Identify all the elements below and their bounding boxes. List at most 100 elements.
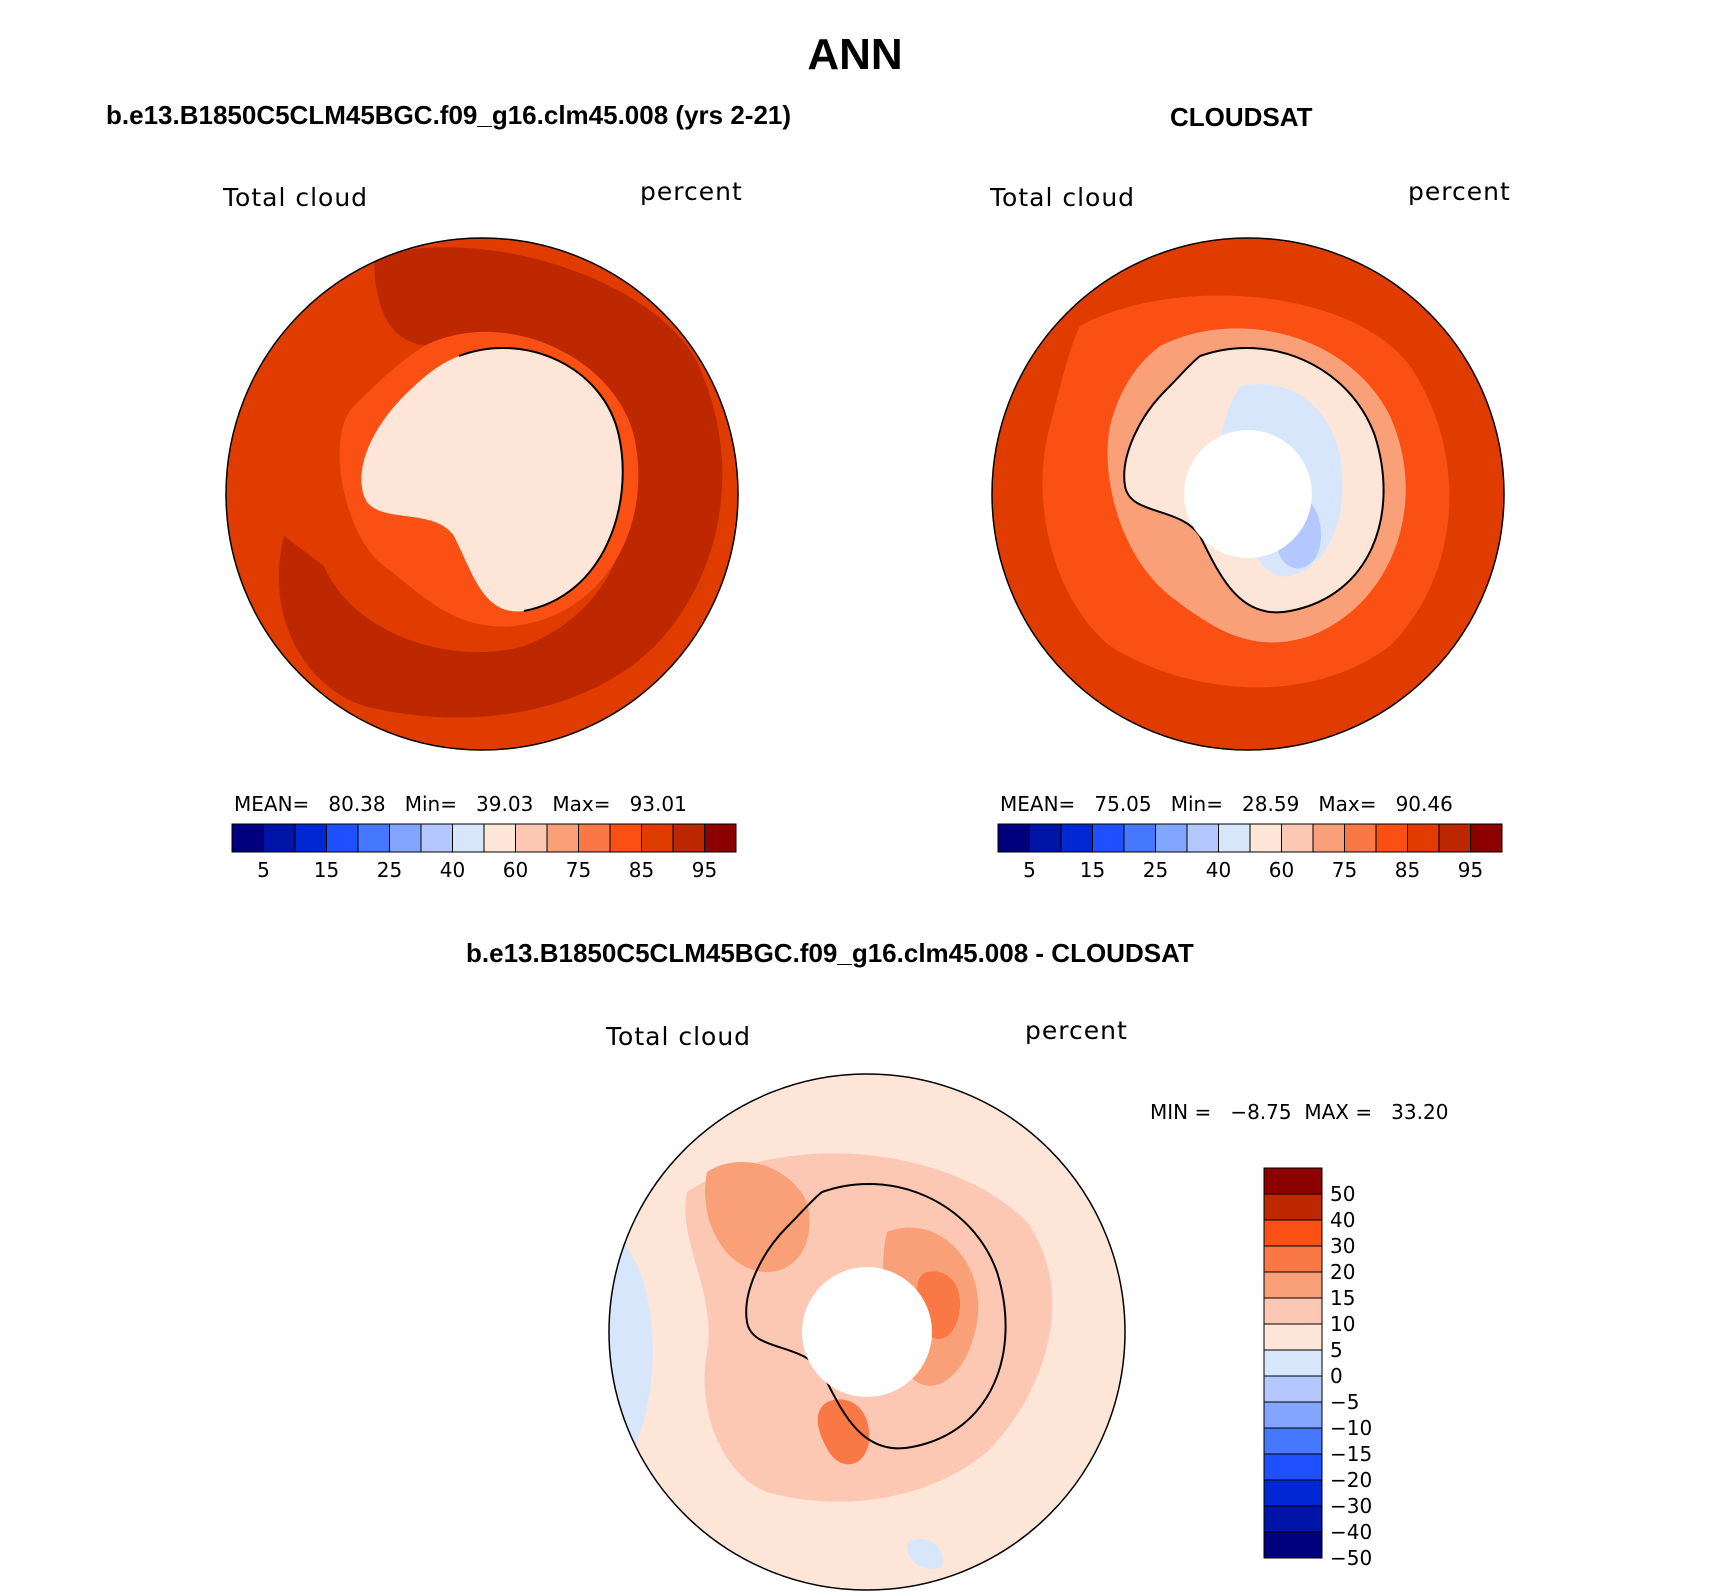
bottom-colorbar-swatch (1263, 1271, 1323, 1299)
right-min-value: 28.59 (1242, 792, 1300, 816)
right-colorbar-swatch (1249, 823, 1282, 853)
left-map-coastline (458, 347, 624, 612)
bottom-colorbar-swatch (1263, 1219, 1323, 1247)
bottom-panel-title: b.e13.B1850C5CLM45BGC.f09_g16.clm45.008 … (466, 938, 1194, 968)
left-colorbar-swatch (483, 823, 516, 853)
left-colorbar-swatch (389, 823, 422, 853)
right-colorbar-tick-label: 60 (1268, 858, 1295, 882)
bottom-colorbar-tick-label: −15 (1330, 1442, 1373, 1466)
right-colorbar-tick-label: 25 (1142, 858, 1169, 882)
right-mean-value: 75.05 (1094, 792, 1152, 816)
left-units-label: percent (640, 177, 743, 206)
left-colorbar-swatch (641, 823, 674, 853)
right-colorbar-tick-label: 95 (1457, 858, 1484, 882)
right-colorbar-swatch (1218, 823, 1251, 853)
bottom-units-label: percent (1025, 1016, 1128, 1045)
bottom-colorbar-swatch (1263, 1531, 1323, 1559)
bottom-colorbar-swatch (1263, 1349, 1323, 1377)
left-colorbar-swatch (578, 823, 611, 853)
bottom-stats: MIN = −8.75 MAX = 33.20 (1150, 1100, 1448, 1124)
left-mean-label: MEAN= (234, 792, 310, 816)
right-max-value: 90.46 (1395, 792, 1453, 816)
bottom-colorbar-tick-label: 0 (1330, 1364, 1343, 1388)
bottom-colorbar-tick-label: 10 (1330, 1312, 1356, 1336)
bottom-variable-label: Total cloud (606, 1022, 752, 1051)
left-min-value: 39.03 (476, 792, 534, 816)
bottom-colorbar-swatch (1263, 1453, 1323, 1481)
left-colorbar-swatch (263, 823, 296, 853)
bottom-colorbar-tick-label: 5 (1330, 1338, 1343, 1362)
bottom-colorbar-swatch (1263, 1479, 1323, 1507)
right-variable-label: Total cloud (990, 183, 1136, 212)
left-colorbar (231, 823, 737, 853)
bottom-map-south-blue (907, 1538, 943, 1569)
right-colorbar-swatch (1155, 823, 1188, 853)
bottom-colorbar-swatch (1263, 1427, 1323, 1455)
bottom-colorbar-tick-label: −40 (1330, 1520, 1373, 1544)
left-colorbar-swatch (326, 823, 359, 853)
bottom-colorbar-tick-label: 20 (1330, 1260, 1356, 1284)
left-colorbar-tick-label: 25 (376, 858, 403, 882)
left-colorbar-swatch (609, 823, 642, 853)
right-colorbar-tick-label: 5 (1023, 858, 1036, 882)
right-colorbar-swatch (1186, 823, 1219, 853)
left-min-label: Min= (404, 792, 457, 816)
right-colorbar-swatch (1060, 823, 1093, 853)
left-colorbar-swatch (704, 823, 737, 853)
bottom-map-coastline (745, 1183, 1007, 1450)
left-colorbar-swatch (672, 823, 705, 853)
left-map-antarctica (361, 347, 623, 612)
bottom-colorbar-swatch (1263, 1245, 1323, 1273)
right-panel-title: CLOUDSAT (1170, 102, 1313, 132)
right-colorbar-swatch (1092, 823, 1125, 853)
left-colorbar-swatch (452, 823, 485, 853)
bottom-max-label: MAX = (1304, 1100, 1373, 1124)
bottom-colorbar-tick-label: −30 (1330, 1494, 1373, 1518)
left-colorbar-swatch (294, 823, 327, 853)
left-variable-label: Total cloud (223, 183, 369, 212)
left-colorbar-tick-label: 15 (313, 858, 340, 882)
bottom-colorbar-swatch (1263, 1505, 1323, 1533)
left-stats: MEAN= 80.38 Min= 39.03 Max= 93.01 (234, 792, 687, 816)
right-colorbar-tick-label: 15 (1079, 858, 1106, 882)
right-colorbar-swatch (1407, 823, 1440, 853)
right-colorbar (997, 823, 1503, 853)
right-colorbar-tick-label: 85 (1394, 858, 1421, 882)
bottom-colorbar-swatch (1263, 1323, 1323, 1351)
right-units-label: percent (1408, 177, 1511, 206)
right-colorbar-swatch (1312, 823, 1345, 853)
bottom-min-value: −8.75 (1230, 1100, 1292, 1124)
left-colorbar-swatch (231, 823, 264, 853)
left-colorbar-swatch (515, 823, 548, 853)
bottom-map-pos-south (817, 1399, 870, 1465)
right-colorbar-swatch (997, 823, 1030, 853)
bottom-colorbar-swatch (1263, 1297, 1323, 1325)
right-colorbar-swatch (1029, 823, 1062, 853)
left-map (225, 237, 739, 751)
left-colorbar-swatch (420, 823, 453, 853)
main-title: ANN (807, 30, 903, 79)
bottom-colorbar-swatch (1263, 1193, 1323, 1221)
left-colorbar-tick-label: 95 (691, 858, 718, 882)
bottom-colorbar-swatch (1263, 1167, 1323, 1195)
bottom-colorbar-tick-label: 30 (1330, 1234, 1356, 1258)
bottom-colorbar-tick-label: −5 (1330, 1390, 1360, 1414)
bottom-map-pole-hole (802, 1267, 932, 1397)
right-max-label: Max= (1318, 792, 1377, 816)
left-colorbar-swatch (357, 823, 390, 853)
left-colorbar-tick-label: 5 (257, 858, 270, 882)
right-stats: MEAN= 75.05 Min= 28.59 Max= 90.46 (1000, 792, 1453, 816)
bottom-colorbar (1263, 1167, 1323, 1559)
bottom-map-pos-west (705, 1162, 810, 1272)
bottom-map (608, 1073, 1126, 1591)
bottom-colorbar-tick-label: −50 (1330, 1546, 1373, 1570)
bottom-colorbar-swatch (1263, 1401, 1323, 1429)
left-colorbar-swatch (546, 823, 579, 853)
bottom-colorbar-tick-label: 40 (1330, 1208, 1356, 1232)
left-colorbar-tick-label: 60 (502, 858, 529, 882)
right-colorbar-swatch (1344, 823, 1377, 853)
bottom-min-label: MIN = (1150, 1100, 1212, 1124)
left-panel-title: b.e13.B1850C5CLM45BGC.f09_g16.clm45.008 … (106, 100, 792, 130)
bottom-colorbar-tick-label: −10 (1330, 1416, 1373, 1440)
right-mean-label: MEAN= (1000, 792, 1076, 816)
